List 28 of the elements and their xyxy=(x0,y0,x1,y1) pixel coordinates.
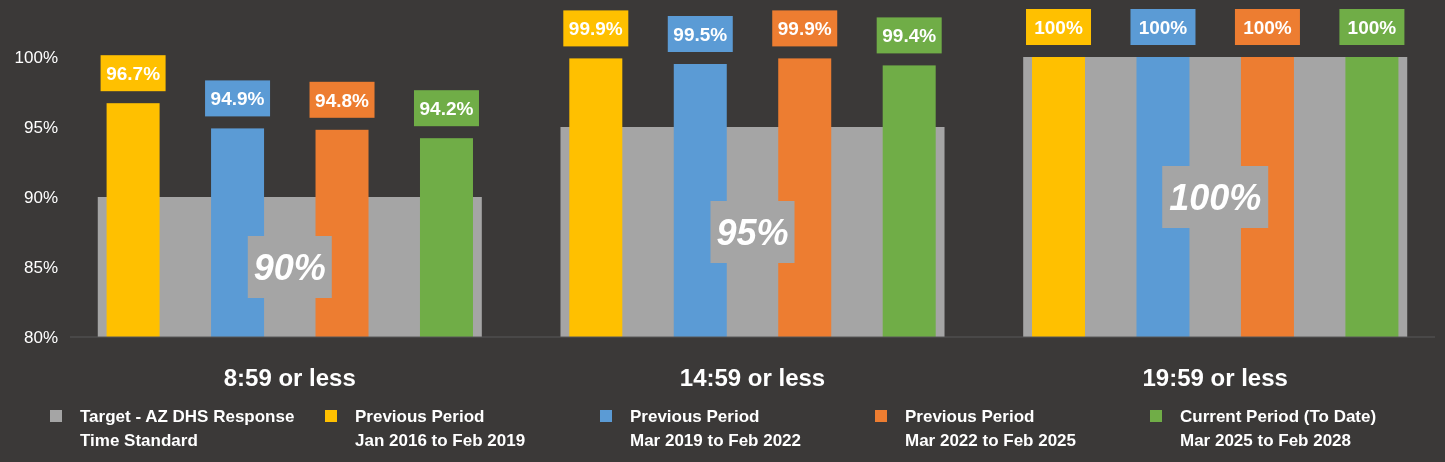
data-label: 99.9% xyxy=(568,18,623,40)
legend-label: Previous Period Mar 2022 to Feb 2025 xyxy=(905,407,1077,450)
data-label: 99.5% xyxy=(673,24,728,45)
data-label: 96.7% xyxy=(106,63,161,85)
legend-label: Previous Period Mar 2019 to Feb 2022 xyxy=(630,407,802,450)
data-label: 94.2% xyxy=(419,98,474,120)
y-tick-label: 100% xyxy=(14,48,58,67)
data-label: 99.4% xyxy=(882,25,937,47)
data-label: 94.9% xyxy=(210,88,265,110)
data-label: 100% xyxy=(1034,17,1083,38)
x-tick-label: 8:59 or less xyxy=(223,364,356,391)
data-label: 100% xyxy=(1169,177,1262,218)
data-label: 90% xyxy=(253,247,326,288)
legend-label: Target - AZ DHS Response Time Standard xyxy=(80,407,295,450)
y-tick-label: 90% xyxy=(23,188,58,207)
x-tick-label: 14:59 or less xyxy=(679,364,826,391)
legend-label: Current Period (To Date) Mar 2025 to Feb 2028 xyxy=(1180,407,1377,450)
data-label: 100% xyxy=(1138,17,1188,38)
x-tick-label: 19:59 or less xyxy=(1142,364,1288,391)
y-tick-label: 80% xyxy=(23,328,58,347)
data-label: 95% xyxy=(716,212,789,253)
data-label: 94.8% xyxy=(315,89,370,111)
legend-label: Previous Period Jan 2016 to Feb 2019 xyxy=(355,407,526,450)
data-label: 100% xyxy=(1243,17,1292,38)
data-label: 100% xyxy=(1347,17,1397,38)
data-label: 99.9% xyxy=(777,18,832,40)
y-tick-label: 95% xyxy=(23,118,58,137)
y-tick-label: 85% xyxy=(23,258,58,277)
